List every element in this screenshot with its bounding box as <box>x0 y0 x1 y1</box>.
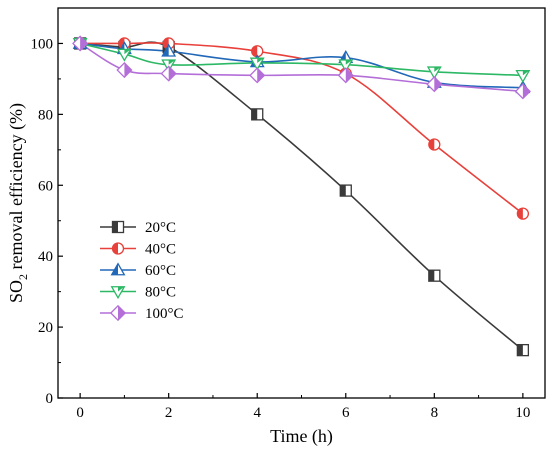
data-point <box>426 76 443 93</box>
data-point <box>516 207 530 220</box>
legend-label: 20°C <box>145 220 176 236</box>
series-line <box>80 42 524 215</box>
data-point <box>116 48 132 62</box>
x-tick-label: 6 <box>342 405 350 421</box>
plot-frame <box>57 7 546 399</box>
series-layer <box>72 35 531 357</box>
legend-item: 20°C <box>100 220 176 236</box>
legend-item: 60°C <box>100 262 176 279</box>
data-point <box>515 69 531 83</box>
data-point <box>72 35 89 52</box>
series-markers-3 <box>72 38 531 83</box>
series-line <box>79 42 523 93</box>
legend-label: 100°C <box>145 306 184 322</box>
legend-marker <box>110 262 126 276</box>
y-axis-title-main: SO <box>6 280 26 303</box>
data-point <box>249 67 266 84</box>
legend-label: 80°C <box>145 285 176 301</box>
series-2 <box>80 42 523 89</box>
y-tick-label: 20 <box>38 320 53 336</box>
data-point <box>249 57 265 71</box>
series-1 <box>80 42 524 215</box>
data-point <box>514 83 531 100</box>
data-point <box>428 269 441 282</box>
y-axis-title-rest: removal efficiency (%) <box>6 103 27 274</box>
data-point <box>160 65 177 82</box>
x-tick-label: 8 <box>431 405 439 421</box>
data-point <box>161 43 177 57</box>
series-markers-4 <box>72 35 531 100</box>
legend: 20°C 40°C 60°C 80°C 100°C <box>100 220 184 322</box>
data-point <box>516 343 530 357</box>
series-line <box>80 42 523 89</box>
legend-label: 60°C <box>145 263 176 279</box>
legend-item: 100°C <box>100 304 184 322</box>
y-tick-label: 100 <box>31 36 54 52</box>
data-point <box>338 59 354 73</box>
data-point <box>428 138 441 151</box>
x-tick-label: 10 <box>515 405 530 421</box>
series-markers-2 <box>72 35 531 94</box>
data-point <box>426 66 442 80</box>
data-point <box>251 108 264 121</box>
legend-marker <box>109 304 127 322</box>
legend-marker <box>111 220 125 234</box>
legend-marker <box>111 242 125 255</box>
data-point <box>251 45 264 58</box>
data-point <box>116 61 133 79</box>
series-0 <box>80 41 524 351</box>
x-tick-label: 4 <box>253 405 261 421</box>
legend-marker <box>110 286 126 300</box>
x-tick-label: 2 <box>165 405 173 421</box>
y-tick-label: 40 <box>38 249 53 265</box>
y-tick-label: 0 <box>46 391 54 407</box>
y-axis-title-subscript: 2 <box>16 274 30 280</box>
y-tick-label: 60 <box>38 178 53 194</box>
legend-item: 80°C <box>100 285 176 301</box>
series-line <box>80 41 524 351</box>
x-axis-title: Time (h) <box>270 426 333 447</box>
legend-label: 40°C <box>145 242 176 258</box>
y-tick-label: 80 <box>38 107 53 123</box>
data-point <box>339 184 352 197</box>
series-markers-1 <box>73 37 530 220</box>
x-tick-label: 0 <box>76 405 84 421</box>
series-4 <box>79 42 523 93</box>
data-point <box>161 59 177 73</box>
y-axis-title: SO2 removal efficiency (%) <box>6 103 30 303</box>
data-point <box>337 67 354 84</box>
legend-item: 40°C <box>100 242 176 258</box>
